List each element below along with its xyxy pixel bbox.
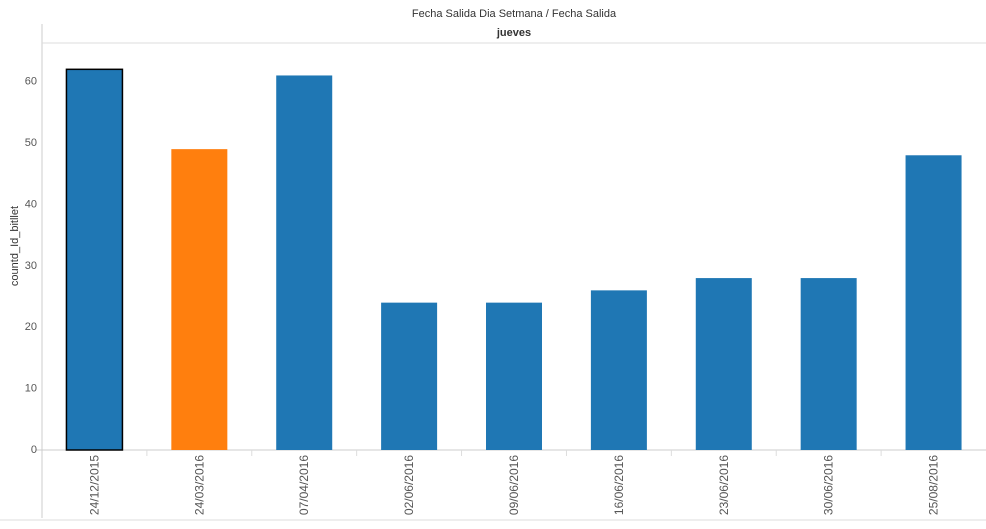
x-tick-label: 24/12/2015 xyxy=(87,455,101,515)
bar[interactable] xyxy=(381,302,438,450)
x-axis-ticks: 24/12/2015 24/03/2016 07/04/2016 02/06/2016… xyxy=(87,450,941,515)
bar[interactable] xyxy=(905,155,962,450)
x-tick-label: 16/06/2016 xyxy=(612,455,626,515)
bar[interactable] xyxy=(276,75,333,451)
bar[interactable] xyxy=(800,278,857,450)
y-tick-label: 0 xyxy=(31,444,37,456)
y-tick-label: 20 xyxy=(25,321,37,333)
bar[interactable] xyxy=(695,278,752,450)
y-tick-label: 50 xyxy=(25,137,37,149)
y-axis-ticks: 0 10 20 30 40 50 60 xyxy=(25,76,37,456)
y-tick-label: 60 xyxy=(25,76,37,88)
y-tick-label: 30 xyxy=(25,260,37,272)
x-tick-label: 25/08/2016 xyxy=(927,455,941,515)
bars-group xyxy=(65,68,962,451)
x-tick-label: 24/03/2016 xyxy=(192,455,206,515)
x-tick-label: 07/04/2016 xyxy=(297,455,311,515)
pane-header-label: jueves xyxy=(496,27,531,39)
bar[interactable] xyxy=(486,302,542,450)
x-tick-label: 30/06/2016 xyxy=(822,455,836,515)
chart-title: Fecha Salida Dia Setmana / Fecha Salida xyxy=(412,8,617,20)
bar[interactable] xyxy=(590,290,647,450)
x-tick-label: 02/06/2016 xyxy=(402,455,416,515)
y-tick-label: 10 xyxy=(25,383,37,395)
x-tick-label: 09/06/2016 xyxy=(507,455,521,515)
y-tick-label: 40 xyxy=(25,198,37,210)
bar[interactable] xyxy=(65,68,124,451)
x-tick-label: 23/06/2016 xyxy=(717,455,731,515)
y-axis-title: countd_Id_bitllet xyxy=(9,206,21,286)
bar[interactable] xyxy=(171,149,228,450)
